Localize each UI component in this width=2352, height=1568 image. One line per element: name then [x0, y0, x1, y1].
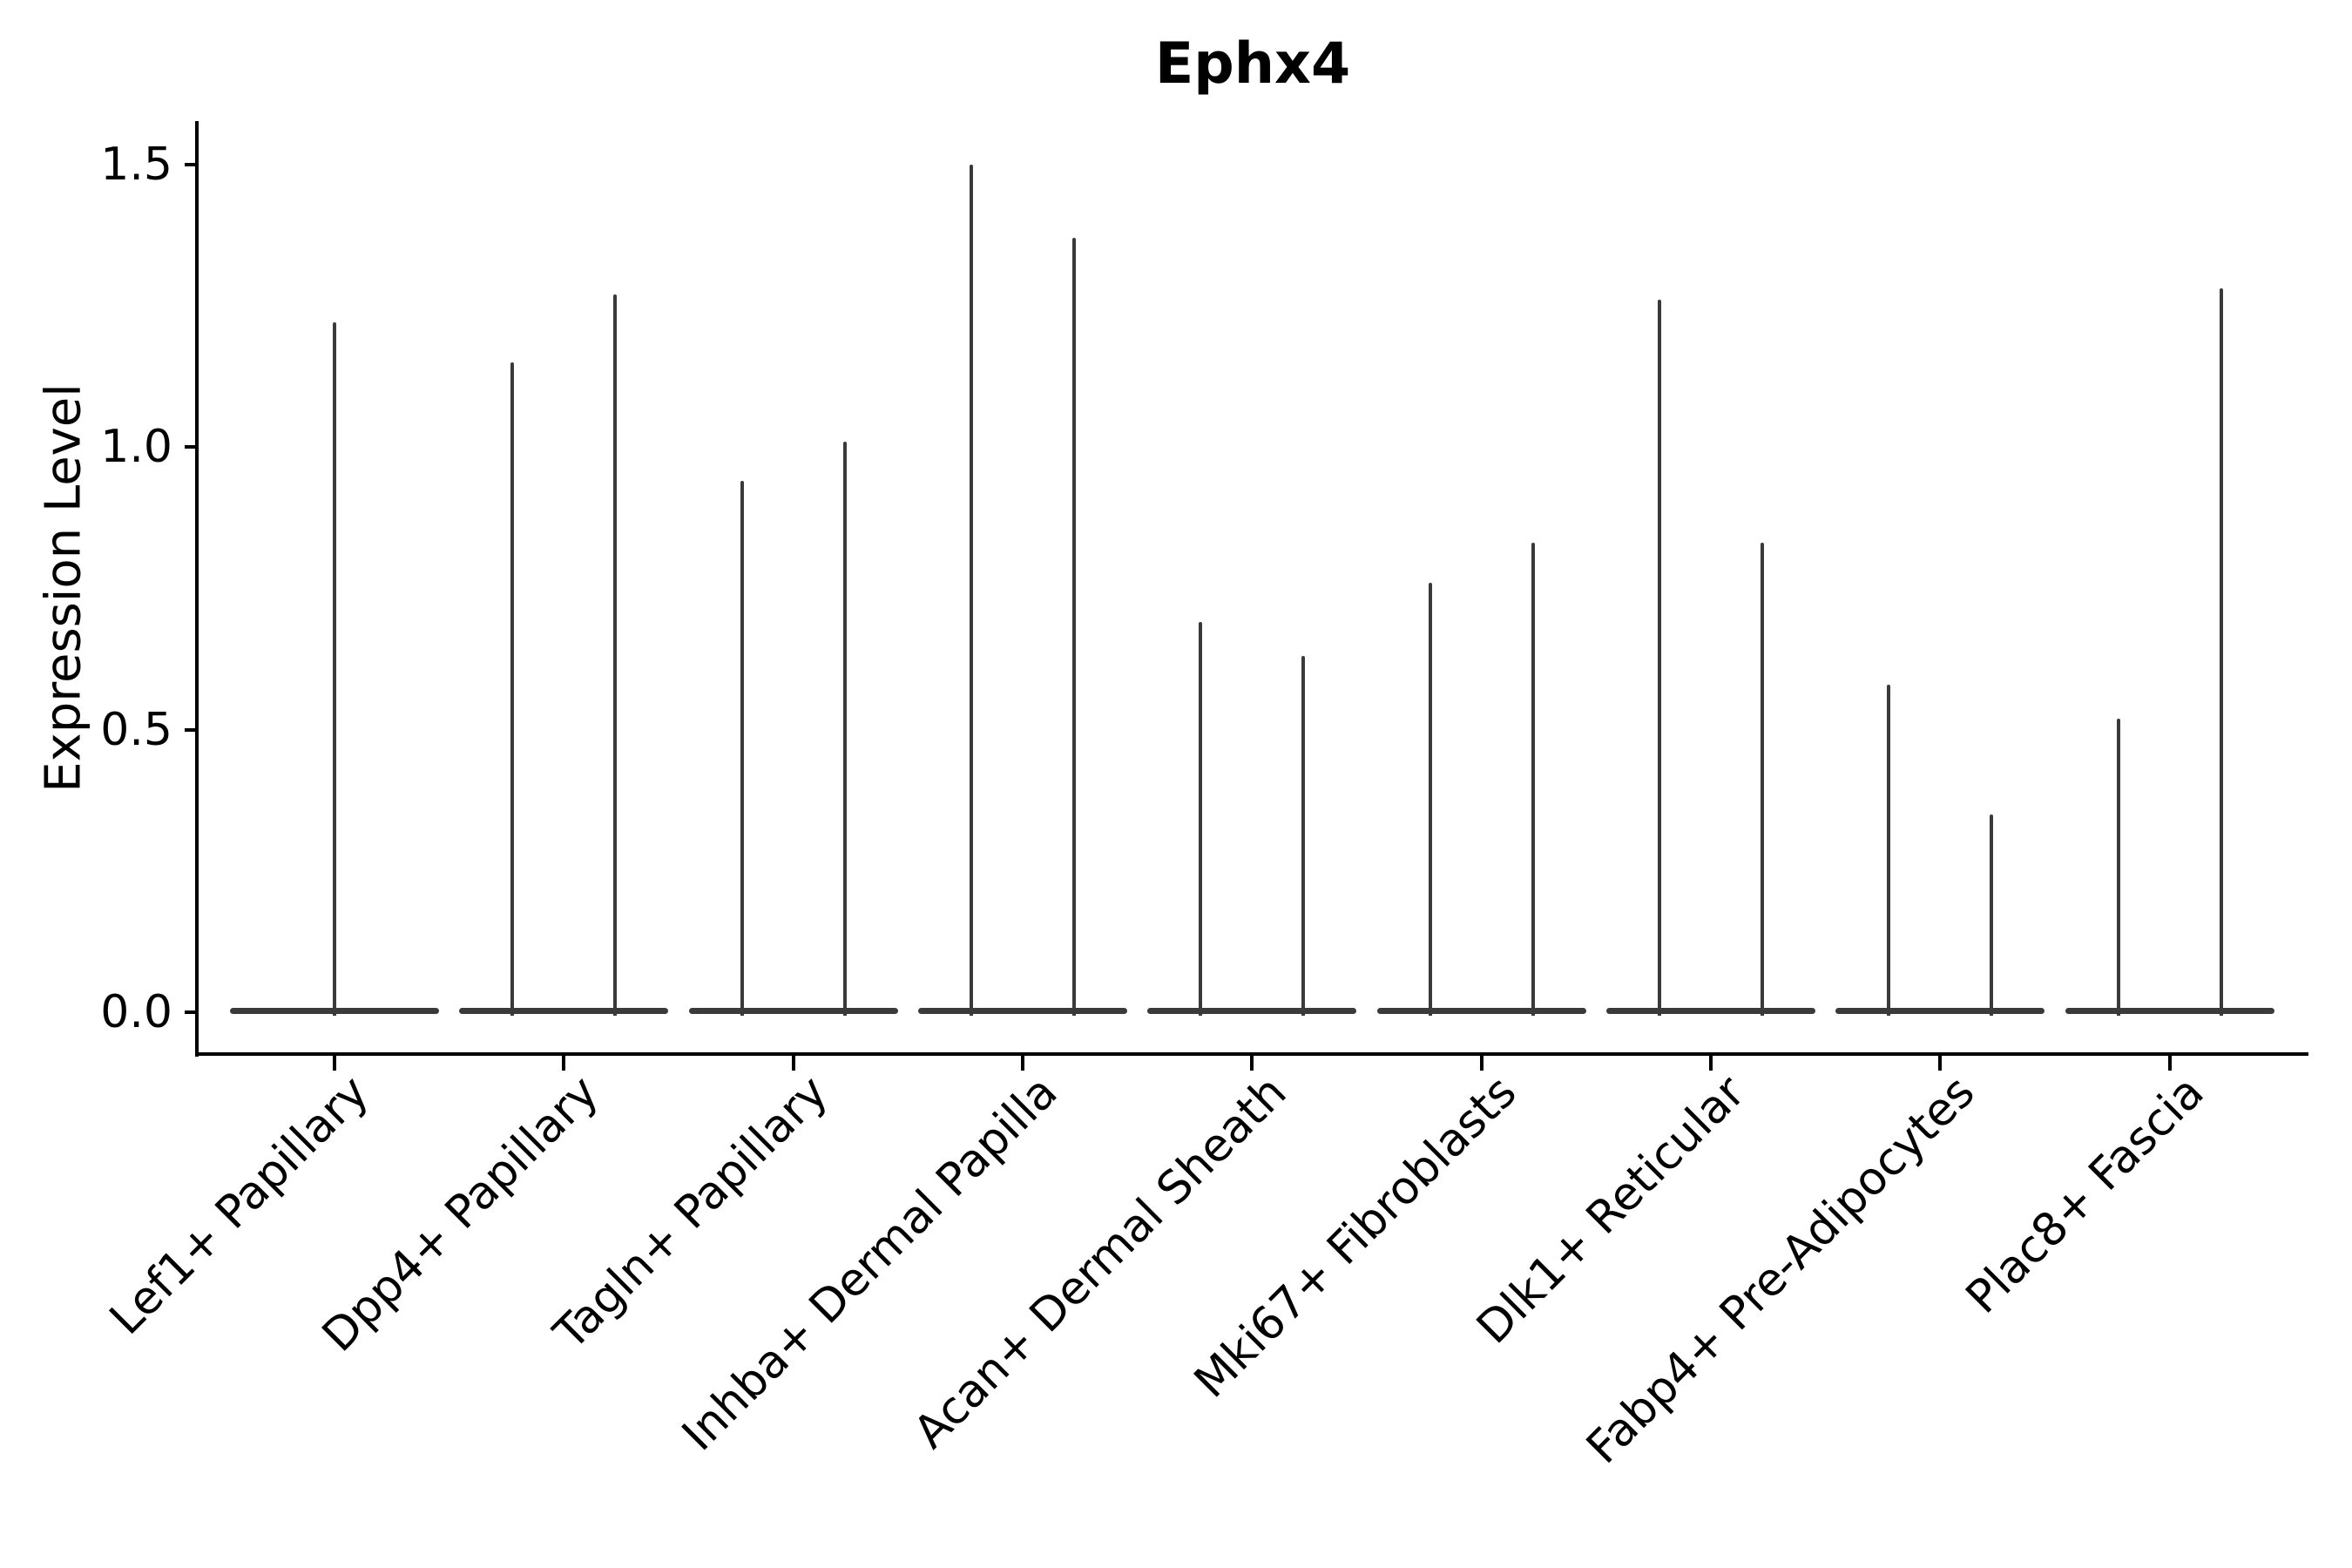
x-tick-mark — [562, 1056, 566, 1071]
x-tick-mark — [791, 1056, 795, 1071]
violin-spike — [1531, 543, 1535, 1016]
y-tick-label: 0.5 — [100, 703, 172, 756]
violin-spike — [613, 294, 618, 1016]
violin-spike — [2219, 288, 2223, 1016]
violin-spike — [1199, 622, 1203, 1016]
y-tick-mark — [185, 1010, 197, 1014]
violin-spike — [1301, 656, 1306, 1016]
x-tick-mark — [1479, 1056, 1484, 1071]
violin-base — [918, 1008, 1128, 1014]
y-tick-mark — [185, 727, 197, 732]
x-tick-mark — [333, 1056, 336, 1071]
violin-spike — [1072, 237, 1077, 1016]
x-tick-mark — [1709, 1056, 1713, 1071]
violin-spike — [333, 322, 336, 1016]
violin-spike — [1887, 684, 1891, 1016]
x-tick-label: Fabp4+ Pre-Adipocytes — [1577, 1065, 1985, 1475]
y-tick-label: 0.0 — [100, 986, 172, 1038]
y-tick-label: 1.5 — [100, 138, 172, 191]
chart-title: Ephx4 — [1154, 31, 1351, 97]
x-tick-label: Acan+ Dermal Sheath — [903, 1065, 1297, 1459]
violin-base — [1376, 1008, 1586, 1014]
x-tick-label: Plac8+ Fascia — [1957, 1065, 2215, 1324]
x-tick-mark — [1938, 1056, 1943, 1071]
violin-base — [1606, 1008, 1816, 1014]
x-axis-spine — [195, 1052, 2308, 1056]
x-tick-mark — [1021, 1056, 1025, 1071]
violin-base — [688, 1008, 898, 1014]
violin-spike — [842, 441, 847, 1016]
violin-spike — [970, 164, 974, 1016]
y-tick-label: 1.0 — [100, 421, 172, 473]
violin-base — [2065, 1008, 2274, 1014]
violin-spike — [1761, 543, 1765, 1016]
violin-base — [1835, 1008, 2045, 1014]
y-axis-spine — [195, 121, 199, 1057]
x-tick-mark — [1250, 1056, 1254, 1071]
violin-base — [1147, 1008, 1357, 1014]
violin-spike — [1990, 814, 1994, 1016]
x-tick-label: Inhba+ Dermal Papilla — [672, 1065, 1068, 1462]
violin-spike — [740, 480, 744, 1016]
y-tick-mark — [185, 162, 197, 166]
violin-spike — [1428, 582, 1432, 1016]
violin-spike — [510, 362, 515, 1016]
violin-base — [459, 1008, 669, 1014]
x-tick-mark — [2167, 1056, 2172, 1071]
violin-spike — [2116, 718, 2120, 1016]
y-tick-mark — [185, 445, 197, 449]
violin-spike — [1658, 300, 1662, 1016]
